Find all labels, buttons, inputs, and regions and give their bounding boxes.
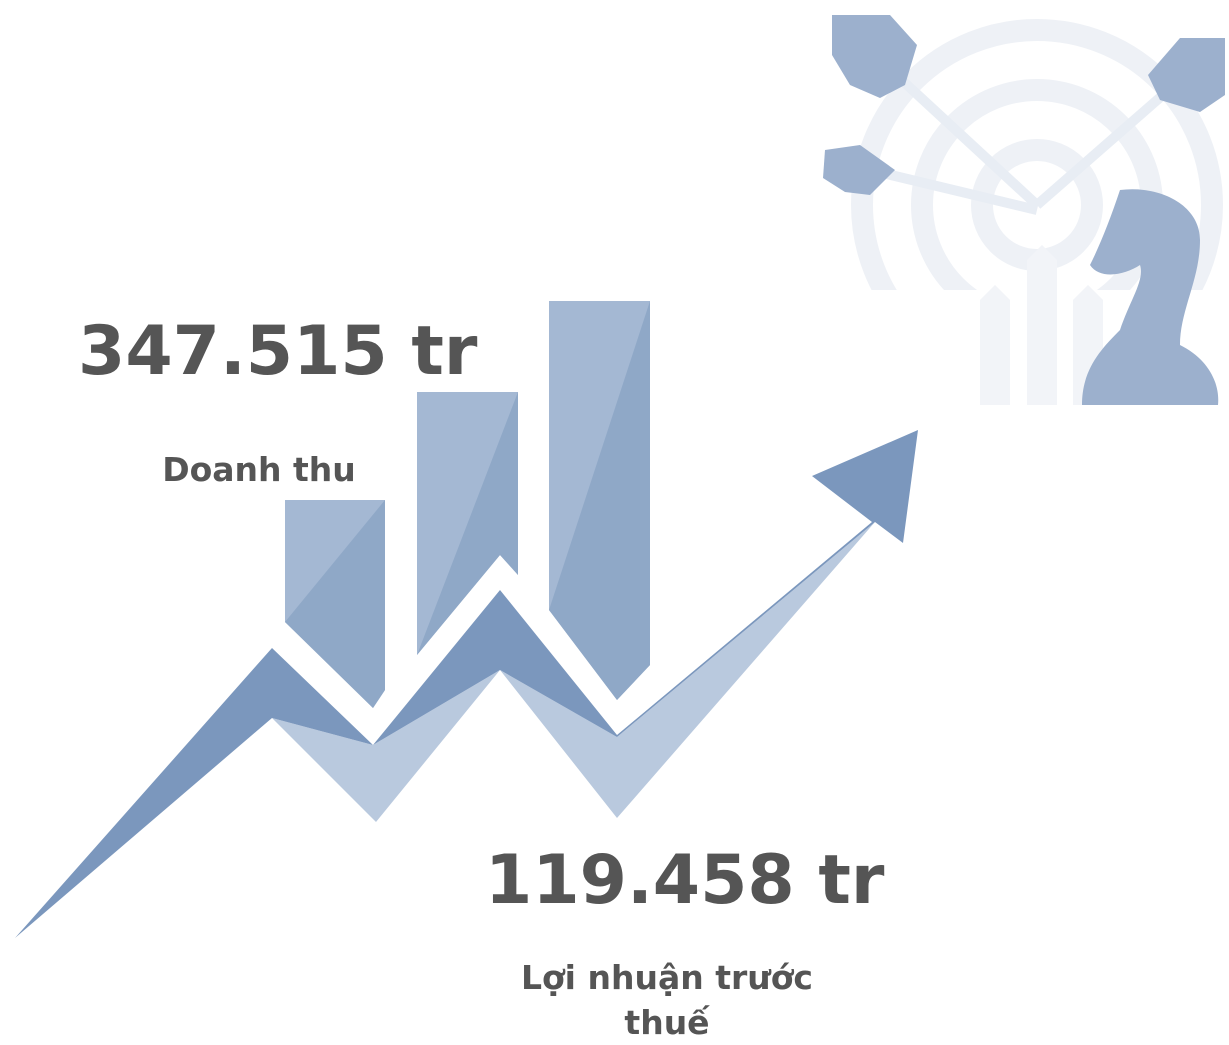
target-icon bbox=[823, 15, 1225, 410]
infographic: 347.515 tr Doanh thu 119.458 tr Lợi nhuậ… bbox=[0, 0, 1229, 1039]
stat-label: Doanh thu bbox=[109, 447, 409, 492]
stat-value: 119.458 tr bbox=[485, 847, 884, 915]
stat-label: Lợi nhuận trước thuế bbox=[507, 955, 827, 1045]
stat-value: 347.515 tr bbox=[78, 318, 477, 386]
